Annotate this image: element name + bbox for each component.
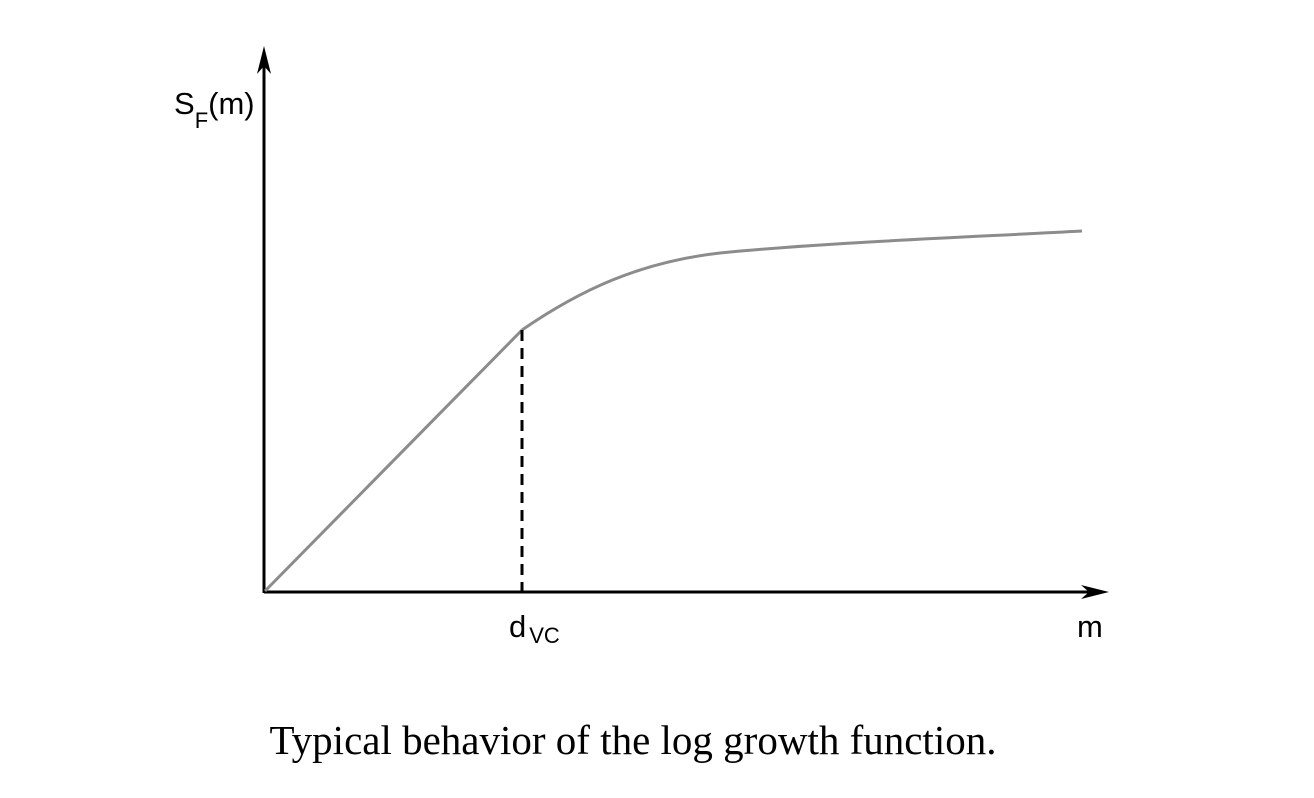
dvc-label-subscript: VC [529,623,560,648]
y-axis-label: SF(m) [174,86,255,133]
x-axis-arrowhead [1081,585,1109,599]
y-axis-label-suffix: (m) [208,86,254,121]
figure-caption: Typical behavior of the log growth funct… [269,717,997,763]
x-axis-label: m [1077,609,1103,644]
dvc-label: d VC [509,609,560,648]
dvc-label-main: d [509,609,526,644]
y-axis-arrowhead [257,46,271,74]
y-axis-label-main: S [174,86,195,121]
growth-curve-linear-segment [263,328,524,593]
growth-curve-saturating-segment [521,229,1083,332]
y-axis-label-subscript: F [195,108,208,133]
